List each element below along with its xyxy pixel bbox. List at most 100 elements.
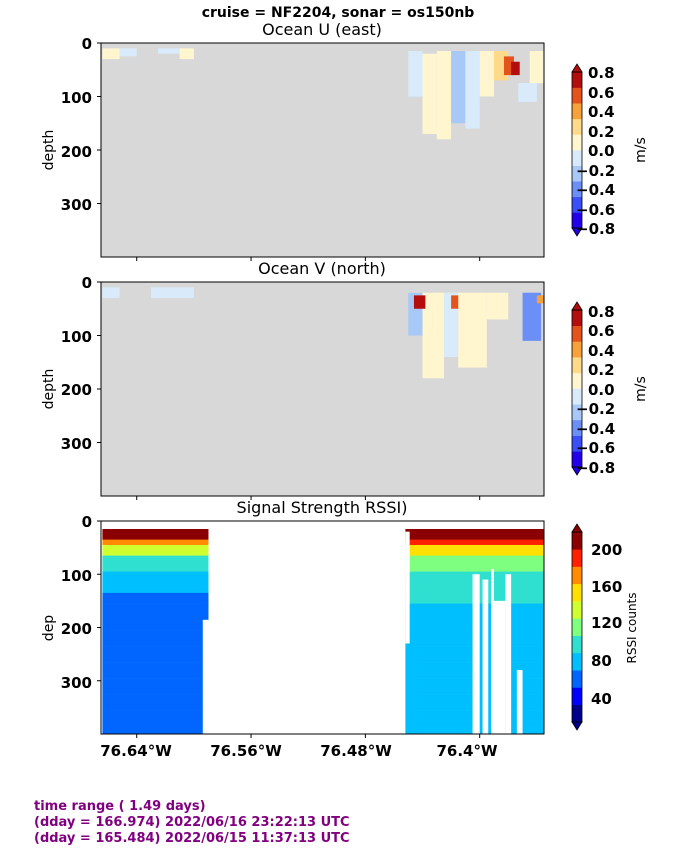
colorbar-segment [572,150,582,166]
data-cell [102,614,203,620]
panel-u-ytick: 0 [82,35,92,53]
colorbar-segment [572,635,582,654]
data-cell [411,528,545,535]
colorbar-extend-min [571,721,583,731]
data-cell [511,61,520,76]
data-cell [405,667,412,674]
footer-line-1: time range ( 1.49 days) [34,799,206,814]
data-cell [411,550,545,556]
data-cell [411,555,545,562]
missing-data-gap [505,574,512,734]
cb-u-tick: −0.6 [576,201,615,219]
colorbar-segment [572,618,582,636]
missing-data-gap [516,670,523,734]
data-cell [102,603,203,610]
data-cell [202,566,209,572]
colorbar-segment [572,388,582,405]
colorbar-frame [571,71,583,229]
panel-rssi-xtick: 76.48°W [320,742,392,760]
panel-v-yticks: 0 100 200 300 [61,274,92,453]
data-cell [102,710,203,716]
colorbar-segment [572,134,582,151]
missing-data-gap [472,574,480,734]
panel-u-title: Ocean U (east) [262,20,382,39]
colorbar-segment [572,566,582,585]
cb-v-tick: −0.2 [576,400,615,418]
cb-rssi-tick: 40 [591,690,612,708]
data-cell [202,550,209,556]
colorbar-segment [572,532,582,550]
colorbar-segment [572,687,582,706]
data-cell [102,646,203,652]
panel-rssi-xtick: 76.64°W [100,742,172,760]
data-cell [102,544,203,551]
data-cell [179,48,194,60]
panel-v-colorbar-ticks: 0.8 0.6 0.4 0.2 0.0 −0.2 −0.4 −0.6 −0.8 [576,303,615,477]
data-cell [536,295,544,304]
data-cell [102,662,203,668]
data-cell [102,619,203,626]
missing-data-gap [482,579,489,734]
panel-rssi-plot-area [97,520,545,738]
missing-data-gap [405,531,410,644]
data-cell [451,51,466,124]
panel-v-title: Ocean V (north) [258,259,386,278]
data-cell [486,292,509,320]
data-cell [413,295,426,309]
data-cell [202,587,209,594]
panel-u-colorbar-ticks: 0.8 0.6 0.4 0.2 0.0 −0.2 −0.4 −0.6 −0.8 [576,64,615,238]
panel-rssi-ytick: 100 [61,567,92,585]
panel-v-ytick: 200 [61,381,92,399]
data-cell [465,51,480,129]
panel-rssi-xtick: 76.56°W [210,742,282,760]
data-cell [102,656,203,663]
colorbar-segment [572,341,582,358]
cb-u-tick: −0.8 [576,220,615,238]
panel-rssi-colorbar-ticks: 200 160 120 80 40 [591,541,622,708]
data-cell [102,592,203,599]
colorbar-segment [572,118,582,135]
colorbar-segment [572,87,582,104]
cb-u-tick: 0.2 [588,123,615,141]
data-cell [102,550,203,556]
footer-line-3: (dday = 165.484) 2022/06/15 11:37:13 UTC [34,831,350,846]
cb-u-tick: 0.8 [588,64,615,82]
data-cell [405,678,412,684]
data-cell [102,534,203,540]
data-cell [102,539,203,546]
cb-u-tick: 0.0 [588,142,615,160]
colorbar-extend-max [571,63,583,73]
panel-rssi-yticks: 0 100 200 300 [61,513,92,692]
colorbar-segment [572,181,582,198]
data-cell [411,544,545,551]
panel-rssi-ytick: 200 [61,620,92,638]
panel-u-ytick: 200 [61,143,92,161]
data-cell [202,608,209,615]
cb-u-tick: −0.2 [576,162,615,180]
data-cell [422,292,444,379]
colorbar-frame [571,309,583,468]
colorbar-segment [572,419,582,436]
panel-v-ylabel: depth [41,369,57,410]
data-cell [405,731,412,735]
data-cell [102,683,203,690]
data-cell [102,704,203,711]
panel-u-ytick: 100 [61,89,92,107]
cb-v-tick: 0.2 [588,361,615,379]
panel-rssi-colorbar-label: RSSI counts [625,592,639,663]
cb-v-tick: 0.8 [588,303,615,321]
colorbar-segment [572,451,582,468]
colorbar-segment [572,583,582,602]
colorbar-segment [572,310,582,326]
data-cell [102,608,203,615]
cb-rssi-tick: 160 [591,578,622,596]
panel-ocean-u: Ocean U (east) depth 0 100 200 300 0.8 0… [41,20,649,261]
cb-v-tick: −0.4 [576,420,615,438]
panel-v-colorbar-label: m/s [633,376,649,402]
data-cell [102,699,203,706]
data-cell [405,662,412,668]
data-cell [102,566,203,572]
panel-rssi-ylabel: dep [41,615,57,642]
missing-data-gap [491,568,494,607]
